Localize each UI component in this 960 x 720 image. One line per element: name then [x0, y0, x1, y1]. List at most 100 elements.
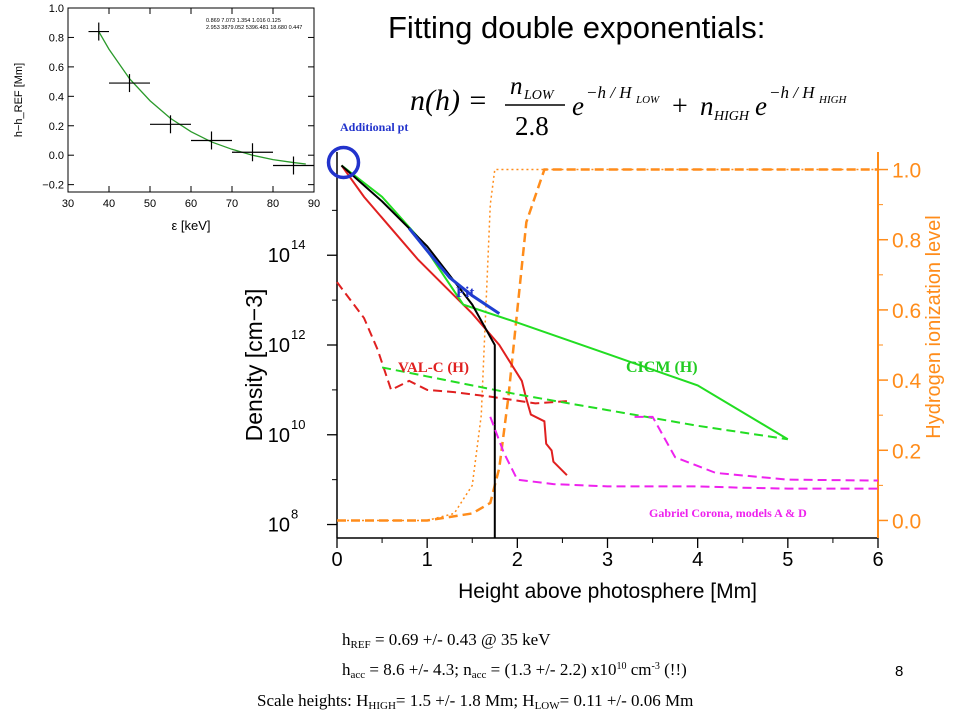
- gabriel-corona-models-a-d-series-line: [489, 416, 878, 490]
- equation-e1: e: [572, 91, 584, 121]
- inset-y-tick-label: 0.4: [49, 91, 64, 103]
- equation-exp1-sub: LOW: [635, 94, 660, 106]
- density-series-line: [381, 366, 788, 441]
- footer-h-value: = 0.69 +/- 0.43 @ 35 keV: [370, 630, 551, 649]
- equation-svg: n(h) = n LOW 2.8 e −h / H LOW + n HIGH e…: [410, 73, 848, 141]
- footer-line-3: Scale heights: HHIGH= 1.5 +/- 1.8 Mm; HL…: [257, 691, 693, 712]
- footer-h-sub: REF: [350, 639, 371, 651]
- footer-exclaim: (!!): [659, 660, 687, 679]
- inset-x-tick-label: 80: [267, 198, 279, 210]
- footer-hhigh-sub: HIGH: [368, 700, 396, 712]
- inset-y-tick-label: 0.6: [49, 62, 64, 74]
- main-y-tick-base: 10: [268, 515, 290, 537]
- equation-e2: e: [755, 91, 767, 121]
- val-c-h-series-line: [340, 164, 568, 476]
- inset-x-tick-label: 30: [62, 198, 74, 210]
- ionization-curve-dotted: [337, 168, 878, 522]
- main-y-tick-exponent: 10: [291, 417, 305, 432]
- main-y-tick-exponent: 8: [291, 507, 298, 522]
- main-x-tick-label: 2: [512, 549, 523, 571]
- footer-line-1: hREF = 0.69 +/- 0.43 @ 35 keV: [342, 630, 550, 651]
- footer-notes: hREF = 0.69 +/- 0.43 @ 35 keV hacc = 8.6…: [0, 628, 960, 718]
- footer-nacc-exp: 10: [616, 661, 627, 672]
- footer-hacc-value: = 8.6 +/- 4.3; n: [365, 660, 472, 679]
- footer-h: h: [342, 630, 351, 649]
- equation-n-high: n: [700, 91, 714, 121]
- equation-denominator: 2.8: [515, 111, 549, 141]
- main-y-axis-label: Density [cm−3]: [241, 289, 267, 442]
- inset-x-tick-label: 90: [308, 198, 320, 210]
- inset-x-tick-label: 70: [226, 198, 238, 210]
- inset-y-tick-label: 0.0: [49, 150, 64, 162]
- slide-title: Fitting double exponentials:: [388, 10, 766, 45]
- main-x-tick-label: 0: [331, 549, 342, 571]
- footer-unit: cm: [626, 660, 652, 679]
- footer-nacc-sub: acc: [471, 669, 487, 681]
- inset-annotation-line: 0.869 7.073 1.354 1.016 0.125: [206, 18, 281, 24]
- equation-exp1: −h / H: [586, 83, 633, 102]
- cicm-label: CICM (H): [626, 359, 698, 376]
- valc-label: VAL-C (H): [398, 360, 469, 376]
- fit-label: Fit: [456, 285, 474, 301]
- equation-n-high-sub: HIGH: [713, 109, 750, 124]
- footer-hlow-sub: LOW: [534, 700, 560, 712]
- footer-unit-exp: -3: [651, 661, 660, 672]
- footer-line-2: hacc = 8.6 +/- 4.3; nacc = (1.3 +/- 2.2)…: [342, 660, 687, 681]
- density-series-line: [340, 164, 496, 538]
- main-right-tick-label: 0.4: [892, 370, 922, 393]
- equation-n-low-sub: LOW: [523, 88, 555, 103]
- ionization-curve-dashed: [337, 168, 878, 522]
- inset-y-tick-label: 0.8: [49, 32, 64, 44]
- inset-plot-frame: [67, 7, 315, 193]
- main-x-tick-label: 3: [602, 549, 613, 571]
- inset-x-tick-label: 40: [103, 198, 115, 210]
- equation-exp2-sub: HIGH: [818, 94, 848, 106]
- main-x-tick-label: 1: [422, 549, 433, 571]
- main-right-tick-label: 0.2: [892, 440, 921, 463]
- additional-point-label: Additional pt: [340, 120, 408, 134]
- inset-y-tick-label: 1.0: [49, 3, 64, 15]
- main-y-tick-base: 10: [268, 335, 290, 357]
- equation-exp2: −h / H: [769, 83, 816, 102]
- equation-lhs: n(h) =: [410, 84, 488, 117]
- density-series-line: [336, 281, 567, 405]
- main-y-tick-exponent: 14: [291, 237, 305, 252]
- main-right-tick-label: 1.0: [892, 160, 921, 183]
- inset-x-tick-label: 50: [144, 198, 156, 210]
- fit-series-line: [407, 227, 501, 315]
- footer-hacc: h: [342, 660, 351, 679]
- page-number: 8: [895, 663, 904, 680]
- additional-point-marker: [326, 145, 361, 180]
- footer-nacc-value: = (1.3 +/- 2.2) x10: [486, 660, 617, 679]
- footer-hhigh-value: = 1.5 +/- 1.8 Mm; H: [395, 691, 535, 710]
- main-x-tick-label: 5: [782, 549, 793, 571]
- equation-n-low: n: [510, 73, 523, 100]
- inset-y-tick-label: 0.2: [49, 121, 64, 133]
- main-y-tick-exponent: 12: [291, 327, 305, 342]
- main-right-tick-label: 0.0: [892, 510, 921, 533]
- footer-scale-heights: Scale heights: H: [257, 691, 369, 710]
- equation: n(h) = n LOW 2.8 e −h / H LOW + n HIGH e…: [410, 72, 880, 147]
- footer-hacc-sub: acc: [350, 669, 366, 681]
- inset-chart: 30 40 50 60 70 80 90 1.0 0.8 0.6 0.4 0.2 0.0 −0.2 0.86…: [13, 3, 320, 233]
- main-x-tick-label: 4: [692, 549, 703, 571]
- main-y-tick-base: 10: [268, 245, 290, 267]
- inset-x-tick-label: 60: [185, 198, 197, 210]
- main-chart: 0 1 2 3 4 5 61081010101210140.00.20.40.60.81.0…: [241, 120, 945, 603]
- density-series-line: [634, 415, 879, 482]
- main-right-tick-label: 0.6: [892, 300, 921, 323]
- inset-y-tick-label: −0.2: [42, 180, 64, 192]
- cicm-h-series-line: [340, 164, 789, 441]
- inset-fit-curve: [98, 31, 306, 165]
- main-x-tick-label: 6: [872, 549, 883, 571]
- inset-annotation-line: 2.953 3879.052 5396.481 18.680 0.447: [206, 25, 302, 31]
- main-x-axis-label: Height above photosphere [Mm]: [458, 580, 757, 603]
- main-y-tick-base: 10: [268, 425, 290, 447]
- inset-x-axis-label: ε [keV]: [171, 218, 210, 233]
- main-right-axis-label: Hydrogen ionization level: [923, 215, 945, 438]
- main-right-tick-label: 0.8: [892, 230, 921, 253]
- gabriel-corona-label: Gabriel Corona, models A & D: [649, 506, 807, 520]
- equation-plus: +: [672, 91, 688, 122]
- inset-y-axis-label: h−h_REF [Mm]: [13, 63, 25, 137]
- footer-hlow-value: = 0.11 +/- 0.06 Mm: [559, 691, 694, 710]
